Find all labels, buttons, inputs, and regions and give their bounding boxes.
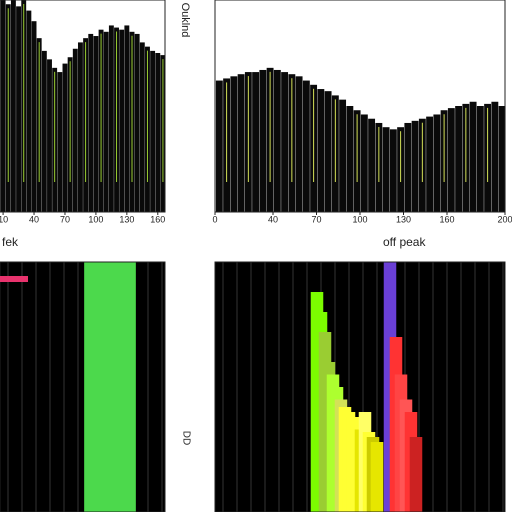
bar xyxy=(498,106,506,212)
bar xyxy=(93,36,99,212)
bar xyxy=(339,99,347,212)
bar xyxy=(0,0,6,212)
side-title: Ouklnd xyxy=(179,3,191,38)
bar xyxy=(469,101,477,212)
x-tick-label: 130 xyxy=(396,214,411,224)
bar xyxy=(139,42,145,213)
bar xyxy=(370,442,384,512)
bar xyxy=(10,0,16,212)
bar xyxy=(252,72,260,212)
bar xyxy=(155,53,161,212)
bar xyxy=(77,42,83,213)
bar xyxy=(31,21,37,213)
x-tick-label: 160 xyxy=(439,214,454,224)
bar xyxy=(47,59,52,212)
bar xyxy=(409,437,423,512)
x-tick-label: 130 xyxy=(119,214,134,224)
bar xyxy=(124,25,130,212)
bar xyxy=(281,72,289,212)
plot-frame xyxy=(0,0,166,213)
panel-label: off peak xyxy=(383,235,426,249)
bar xyxy=(411,120,419,212)
x-tick-label: 200 xyxy=(497,214,512,224)
bar xyxy=(120,262,136,512)
bar xyxy=(150,50,156,212)
side-label: DD xyxy=(180,431,191,445)
bar xyxy=(72,48,78,213)
x-tick-label: 40 xyxy=(29,214,39,224)
bar xyxy=(41,50,47,212)
bar xyxy=(447,108,455,212)
bar xyxy=(302,80,310,212)
bar xyxy=(317,89,325,212)
marker xyxy=(0,276,28,282)
bar xyxy=(382,127,390,212)
bar xyxy=(103,31,109,212)
x-tick-label: 40 xyxy=(268,214,278,224)
bar xyxy=(108,25,114,212)
bar xyxy=(389,129,397,212)
bar xyxy=(259,69,267,213)
bar xyxy=(215,80,223,212)
bar xyxy=(368,118,376,212)
x-tick-label: 100 xyxy=(88,214,103,224)
x-tick-label: 70 xyxy=(311,214,321,224)
bar xyxy=(295,76,303,212)
bar xyxy=(455,106,463,212)
bar xyxy=(476,106,484,212)
plot-frame xyxy=(214,0,506,213)
bar xyxy=(26,10,32,212)
bar xyxy=(360,114,368,212)
x-tick-label: 70 xyxy=(60,214,70,224)
x-tick-label: 100 xyxy=(352,214,367,224)
plot-frame xyxy=(214,261,506,512)
bar xyxy=(491,101,499,212)
bar xyxy=(16,6,22,212)
bar xyxy=(119,29,125,213)
bar xyxy=(404,122,412,212)
bar xyxy=(324,91,332,212)
x-tick-label: 10 xyxy=(0,214,8,224)
bar xyxy=(433,114,441,212)
panel-label: fek xyxy=(2,235,19,249)
x-tick-label: 160 xyxy=(150,214,165,224)
bar xyxy=(57,72,63,212)
bar xyxy=(88,33,94,212)
x-tick-label: 0 xyxy=(212,214,217,224)
plot-background xyxy=(0,262,165,512)
bar xyxy=(230,76,238,212)
plot-frame xyxy=(0,261,166,512)
bar xyxy=(62,63,68,212)
bar xyxy=(426,116,434,212)
bar xyxy=(134,33,140,212)
bar xyxy=(273,69,281,213)
bar xyxy=(237,74,245,212)
bar xyxy=(346,106,354,212)
